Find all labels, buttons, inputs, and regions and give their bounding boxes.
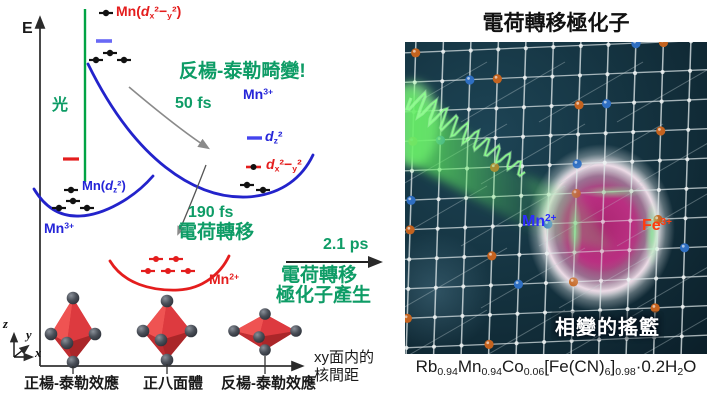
x-axis-glyph-label: x	[35, 346, 42, 360]
energy-diagram-canvas	[9, 9, 383, 374]
dx2y2-level-label: dx²−y²	[266, 156, 302, 174]
normal-jt-label: 正楊-泰勒效應	[24, 375, 119, 392]
mn2-levels	[141, 256, 195, 274]
energy-axis-label: E	[22, 20, 33, 37]
ct-polaron-line2: 極化子產生	[276, 285, 372, 306]
crystal-panel: 電荷轉移極化子 Mn2+ Fe3+ 相變的搖籃 Rb0.94M	[405, 0, 707, 409]
excited-state-curve	[86, 62, 315, 199]
mn3-label-left: Mn3+	[44, 220, 75, 236]
label-190fs: 190 fs	[188, 204, 234, 221]
light-label: 光	[52, 97, 69, 114]
energy-diagram-panel: E Mn(dx²−y²) 反楊-泰勒畸變! 50 fs Mn3+ dz² dx²…	[3, 3, 383, 392]
dz2-level-label: dz²	[265, 128, 283, 146]
chemical-formula: Rb0.94Mn0.94Co0.06[Fe(CN)6]0.98·0.2H2O	[415, 357, 697, 379]
ground-state-curve	[32, 174, 155, 218]
octahedron-label: 正八面體	[143, 375, 204, 392]
cradle-caption: 相變的搖籃	[551, 311, 664, 340]
mn2-label: Mn2+	[209, 271, 240, 287]
lattice-canvas	[405, 42, 707, 354]
x-axis-label-line2: 核間距	[314, 367, 360, 384]
crystal-lattice-image: Mn2+ Fe3+ 相變的搖籃	[405, 42, 707, 354]
mn-dz2-state-label: Mn(dz²)	[82, 178, 126, 195]
ground-state-levels	[52, 157, 94, 212]
xyz-axes-glyph	[9, 331, 35, 362]
x-axis-label-line1: xy面内的	[314, 349, 375, 366]
label-2-1ps: 2.1 ps	[323, 236, 369, 253]
relaxed-excited-levels	[240, 136, 270, 194]
octahedron-compressed	[228, 308, 302, 374]
arrow-50fs	[128, 86, 211, 150]
mn-dx2y2-state-label: Mn(dx²−y²)	[116, 3, 182, 21]
charge-transfer-label: 電荷轉移	[178, 222, 255, 243]
mn2-state-curve	[108, 254, 231, 292]
octahedron-elongated	[44, 291, 102, 374]
panel-title: 電荷轉移極化子	[482, 12, 630, 35]
anti-jahn-teller-label: 反楊-泰勒畸變!	[179, 61, 306, 82]
photo-mn2-label: Mn2+	[522, 213, 557, 230]
ct-polaron-line1: 電荷轉移	[281, 265, 358, 286]
photo-fe3-label: Fe3+	[642, 217, 672, 234]
excited-top-levels	[89, 9, 131, 64]
mn3-label-right: Mn3+	[243, 86, 274, 102]
anti-jt-label: 反楊-泰勒效應	[221, 375, 316, 392]
y-axis-glyph-label: y	[26, 328, 32, 342]
arrow-190fs	[177, 164, 207, 236]
z-axis-glyph-label: z	[3, 317, 8, 331]
label-50fs: 50 fs	[175, 95, 212, 112]
octahedron-regular	[136, 294, 198, 374]
